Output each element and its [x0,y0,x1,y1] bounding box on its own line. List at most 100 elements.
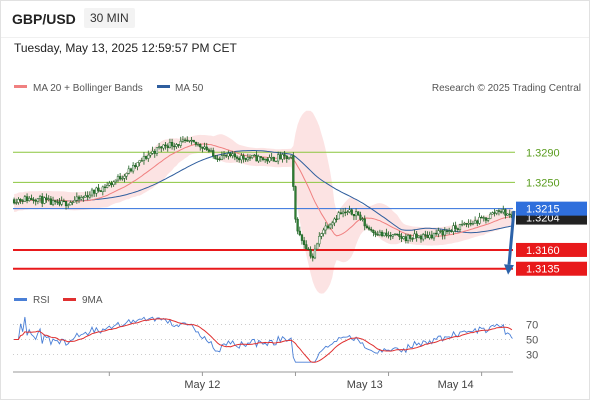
candle-body [506,213,509,216]
timeframe-badge[interactable]: 30 MIN [84,8,135,28]
candle [194,141,198,147]
candle [463,221,466,226]
candle [476,219,479,227]
candle [199,143,202,151]
candle [196,141,200,147]
candle [372,229,375,237]
candle-body [396,233,399,236]
candle-body [238,158,241,161]
candle [121,175,124,181]
candle-body [486,218,490,221]
candle [231,150,234,159]
candle [203,142,206,151]
candle [222,151,226,160]
candle-body [285,155,288,159]
candle-body [106,185,109,188]
candle [294,185,297,223]
candle [12,197,16,205]
candle [15,198,18,205]
candle [480,215,483,219]
level-label-3-bg [516,242,587,257]
candles-layer [12,135,514,262]
candle-body [90,189,94,196]
candle-body [443,230,446,236]
candle [233,151,236,161]
candle [19,198,22,204]
candle [324,222,327,235]
candle-body [233,153,236,158]
candle-body [207,149,211,152]
candle [469,219,472,227]
level-lines-layer [13,151,515,270]
candle-body [183,139,187,141]
candle-body [463,223,466,225]
candle [309,246,312,259]
candle [251,154,254,160]
candle [127,165,130,175]
candle-body [199,144,202,148]
candle-body [116,176,120,181]
candle [279,151,282,160]
candle [242,153,245,163]
candle-body [480,216,483,219]
candle-body [454,225,457,229]
candle [160,146,163,153]
candle [387,231,390,239]
candle-body [110,182,113,185]
candle [337,210,340,220]
candle [417,235,420,239]
candle-body [32,199,35,201]
candle-body [359,214,362,220]
rsi-ma-line [14,318,513,363]
candle-body [45,197,48,200]
candle [173,142,176,151]
candle [478,212,481,225]
candle-body [225,154,228,157]
candle [134,162,137,169]
candle-body [142,156,146,161]
candle-body [186,139,189,142]
candle-body [357,211,360,216]
candle-body [456,228,459,230]
rsi-legend-swatch [14,298,27,301]
candle [346,210,349,216]
candle [181,135,185,143]
candle-body [201,146,204,149]
candle-body [341,211,345,214]
candle [136,162,139,171]
copyright-text: Research © 2025 Trading Central [432,83,581,94]
candle-body [19,198,22,201]
candle-body [153,150,156,154]
candle [430,230,433,240]
candle [175,142,178,149]
candle-body [60,200,63,205]
candle [183,137,187,144]
candle-body [439,230,442,232]
candle [277,151,280,165]
candle-body [157,146,161,148]
candle-body [251,154,254,158]
candle [413,229,416,240]
candle [32,197,35,204]
candle-body [461,223,464,226]
candle-body [409,235,412,239]
candle-body [181,139,185,142]
candle-body [502,209,505,213]
candle [95,186,98,197]
candle [376,230,379,236]
candle [454,221,457,233]
bollinger-band-layer [14,110,512,294]
candle [283,150,286,160]
candle-body [127,168,130,174]
candle [348,205,351,214]
candle [443,227,446,240]
candle-body [333,218,336,224]
candle [238,156,241,163]
candle-body [64,200,68,207]
candle-body [73,200,76,203]
candle-body [175,144,178,147]
candle [97,184,100,193]
